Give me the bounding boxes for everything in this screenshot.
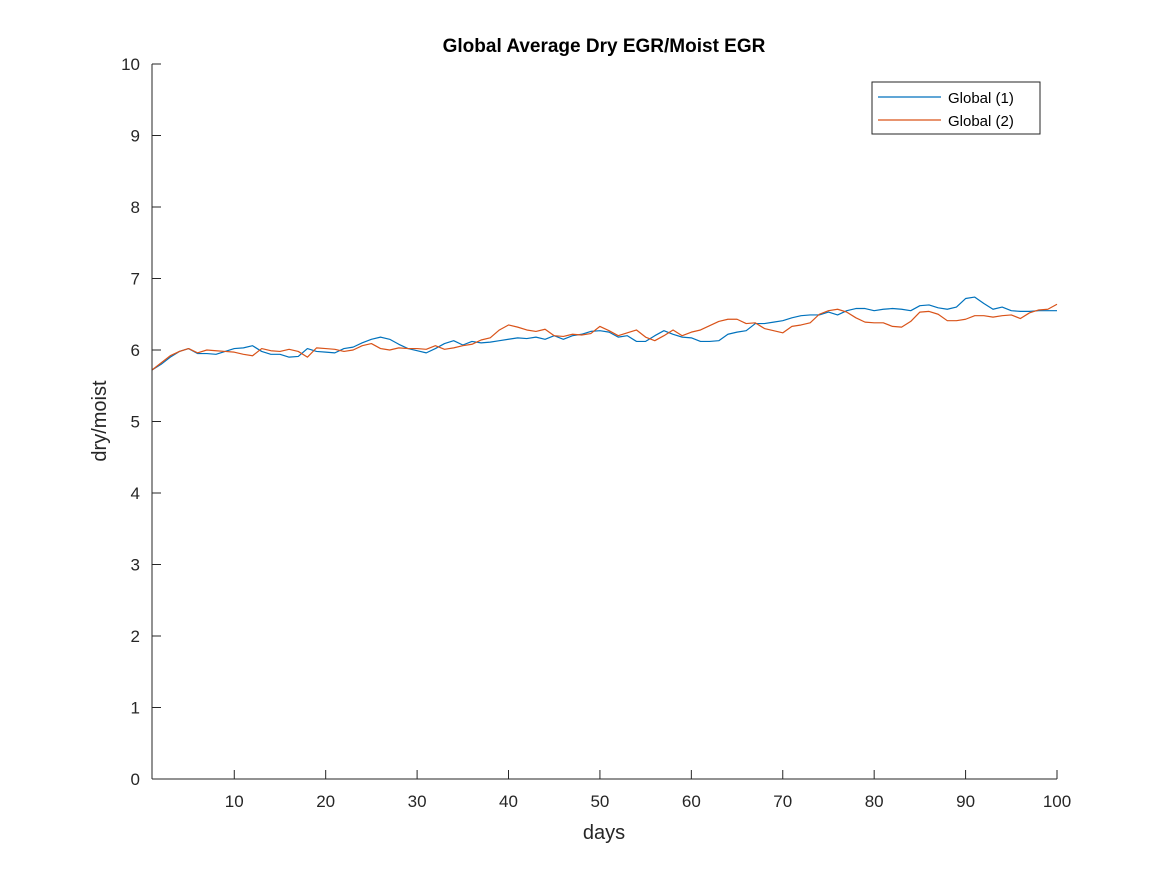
legend: Global (1) Global (2)	[871, 81, 1041, 135]
y-tick-label-9: 9	[131, 127, 140, 146]
y-tick-label-8: 8	[131, 198, 140, 217]
x-tick-label-40: 40	[499, 792, 518, 811]
y-tick-label-10: 10	[121, 55, 140, 74]
x-tick-label-50: 50	[590, 792, 609, 811]
legend-box	[871, 81, 1041, 135]
legend-label-global-1: Global (1)	[948, 90, 1014, 107]
series-line-global-2	[151, 303, 1058, 371]
y-tick-label-1: 1	[131, 699, 140, 718]
chart-title: Global Average Dry EGR/Moist EGR	[443, 36, 766, 57]
x-tick-label-60: 60	[682, 792, 701, 811]
x-tick-label-30: 30	[408, 792, 427, 811]
x-axis-label: days	[583, 822, 625, 844]
y-axis-label: dry/moist	[89, 380, 111, 462]
y-tick-label-5: 5	[131, 413, 140, 432]
y-tick-label-4: 4	[131, 484, 140, 503]
series-line-global-1	[151, 296, 1057, 371]
y-tick-label-6: 6	[131, 341, 140, 360]
y-ticks: 0 1 2 3 4 5 6 7 8 9 10	[121, 55, 161, 789]
x-ticks: 10 20 30 40 50 60 70 80 90 100	[225, 770, 1071, 811]
plot-lines	[151, 296, 1058, 371]
y-tick-label-2: 2	[131, 627, 140, 646]
x-tick-label-70: 70	[773, 792, 792, 811]
x-tick-label-90: 90	[956, 792, 975, 811]
y-tick-label-7: 7	[131, 270, 140, 289]
x-tick-label-100: 100	[1043, 792, 1071, 811]
y-tick-label-3: 3	[131, 556, 140, 575]
y-tick-label-0: 0	[131, 770, 140, 789]
legend-label-global-2: Global (2)	[948, 113, 1014, 130]
x-tick-label-80: 80	[865, 792, 884, 811]
x-tick-label-10: 10	[225, 792, 244, 811]
x-tick-label-20: 20	[316, 792, 335, 811]
